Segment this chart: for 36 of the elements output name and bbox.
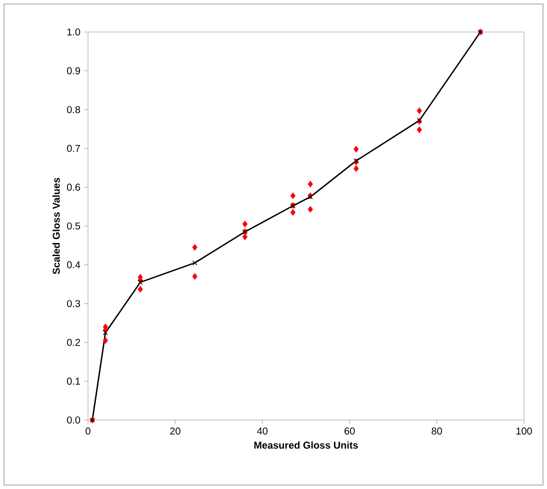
point [192,260,198,266]
point [416,107,422,114]
point [308,206,313,213]
x-tick-label: 0 [86,428,90,435]
point [290,209,296,216]
y-tick-label: 0.0 [67,416,80,424]
x-tick-label: 60 [344,428,355,435]
y-tick-label: 0.7 [67,144,80,152]
y-tick-label: 0.4 [67,261,80,268]
point [354,165,359,172]
point [354,146,359,153]
x-tick-label: 80 [432,428,442,435]
y-tick-label: 1.0 [67,28,80,36]
y-tick-label: 0.8 [67,106,80,114]
point [290,192,296,200]
y-axis-title: Scaled Gloss Values [52,178,60,274]
y-tick-label: 0.6 [67,184,80,191]
point [416,126,422,134]
point [308,180,313,188]
point [242,233,248,240]
x-tick-label: 40 [257,428,268,435]
point [102,337,108,344]
y-tick-label: 0.9 [67,67,80,74]
point [138,286,143,293]
point [138,280,143,285]
point [192,244,198,251]
x-tick-label: 20 [170,428,180,435]
x-axis-title: Measured Gloss Units [254,441,358,449]
y-tick-label: 0.3 [67,300,80,308]
point [102,330,108,336]
y-tick-label: 0.5 [67,222,80,230]
point [242,220,248,228]
y-tick-label: 0.1 [67,378,80,385]
point [192,273,198,280]
x-tick-label: 100 [516,428,532,435]
y-tick-label: 0.2 [67,338,80,346]
